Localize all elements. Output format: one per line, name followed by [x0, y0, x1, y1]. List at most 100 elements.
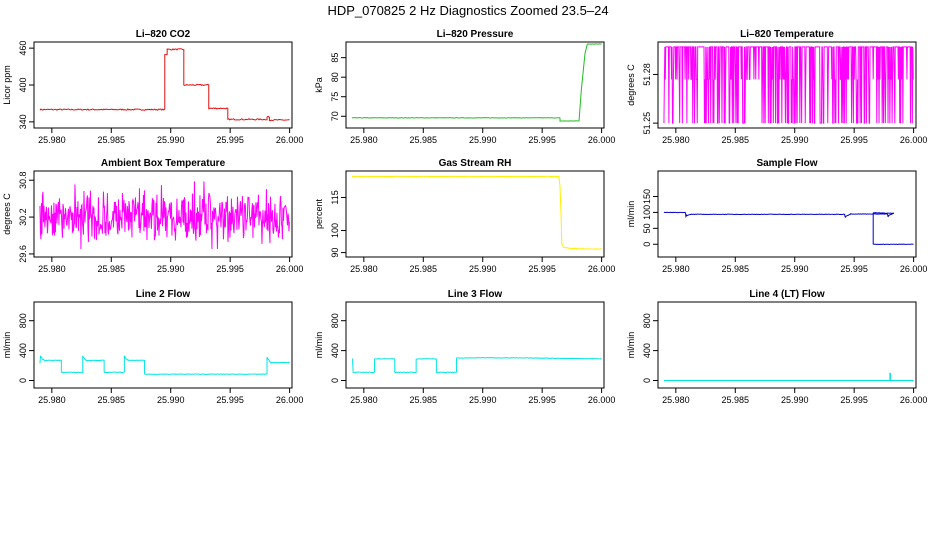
y-axis-label: ml/min [2, 332, 12, 359]
panel-title: Li–820 CO2 [136, 29, 191, 40]
y-tick-label: 90 [330, 248, 340, 258]
y-tick-label: 400 [18, 343, 28, 358]
x-tick-label: 25.980 [38, 135, 66, 145]
x-tick-label: 25.985 [98, 264, 126, 274]
y-tick-label: 400 [330, 343, 340, 358]
x-tick-label: 25.990 [469, 264, 497, 274]
series-line [351, 43, 602, 122]
plot-frame [345, 170, 605, 258]
y-tick-label: 400 [642, 343, 652, 358]
y-tick-label: 30.8 [18, 171, 28, 189]
y-tick-label: 100 [330, 223, 340, 238]
x-tick-label: 26.000 [588, 135, 616, 145]
series-line [39, 181, 290, 250]
y-tick-label: 800 [642, 313, 652, 328]
x-tick-label: 25.985 [410, 264, 438, 274]
x-tick-label: 26.000 [588, 395, 616, 405]
y-tick-label: 400 [18, 77, 28, 92]
plot-frame [657, 170, 917, 258]
x-tick-label: 25.985 [410, 395, 438, 405]
x-tick-label: 25.995 [840, 264, 868, 274]
x-tick-label: 25.995 [528, 135, 556, 145]
chart-panel: Line 4 (LT) Flow 25.980 25.985 25.990 25.995… [626, 289, 927, 405]
chart-panel: Gas Stream RH 25.980 25.985 25.990 25.995 26.… [314, 158, 615, 274]
chart-panel: Sample Flow 25.980 25.985 25.990 25.995 26.00… [626, 158, 927, 274]
plot-frame [33, 301, 293, 389]
x-tick-label: 25.980 [350, 395, 378, 405]
x-tick-label: 25.985 [98, 395, 126, 405]
x-tick-label: 25.995 [840, 395, 868, 405]
y-tick-label: 70 [330, 111, 340, 121]
y-tick-label: 150 [642, 189, 652, 204]
y-axis-label: Licor ppm [2, 65, 12, 105]
chart-panel: Ambient Box Temperature 25.980 25.985 25.99… [2, 158, 303, 274]
chart-panel: Li–820 CO2 25.980 25.985 25.990 25.995 26.000… [2, 29, 303, 145]
x-tick-label: 25.990 [781, 395, 809, 405]
y-tick-label: 85 [330, 53, 340, 63]
y-axis-label: kPa [314, 77, 324, 93]
x-tick-label: 25.985 [410, 135, 438, 145]
series-line [663, 372, 914, 382]
y-tick-label: 460 [18, 41, 28, 56]
x-tick-label: 26.000 [900, 395, 928, 405]
x-tick-label: 26.000 [900, 135, 928, 145]
x-tick-label: 26.000 [276, 264, 304, 274]
x-tick-label: 25.985 [722, 395, 750, 405]
x-tick-label: 25.980 [350, 264, 378, 274]
panel-title: Line 3 Flow [448, 289, 503, 300]
x-tick-label: 26.000 [276, 135, 304, 145]
x-tick-label: 25.995 [216, 395, 244, 405]
x-tick-label: 25.980 [350, 135, 378, 145]
y-axis-label: percent [314, 198, 324, 229]
y-tick-label: 100 [642, 205, 652, 220]
panel-title: Sample Flow [756, 158, 817, 169]
chart-panel: Line 3 Flow 25.980 25.985 25.990 25.995 26.00… [314, 289, 615, 405]
y-tick-label: 800 [18, 313, 28, 328]
plot-frame [657, 301, 917, 389]
plot-frame [657, 41, 917, 129]
y-tick-label: 0 [642, 378, 652, 383]
series-line [39, 48, 290, 122]
panel-title: Li–820 Temperature [740, 29, 834, 40]
x-tick-label: 25.980 [38, 395, 66, 405]
panel-title: Ambient Box Temperature [101, 158, 226, 169]
y-tick-label: 51.28 [642, 63, 652, 86]
x-tick-label: 25.990 [469, 135, 497, 145]
x-tick-label: 25.980 [38, 264, 66, 274]
x-tick-label: 25.995 [216, 264, 244, 274]
y-tick-label: 0 [18, 378, 28, 383]
chart-panel: Li–820 Pressure 25.980 25.985 25.990 25.995 2… [314, 29, 615, 145]
figure-title: HDP_070825 2 Hz Diagnostics Zoomed 23.5–… [327, 3, 608, 18]
panel-title: Li–820 Pressure [437, 29, 514, 40]
x-tick-label: 25.980 [662, 135, 690, 145]
x-tick-label: 25.985 [722, 264, 750, 274]
x-tick-label: 25.990 [781, 135, 809, 145]
x-tick-label: 25.995 [840, 135, 868, 145]
y-axis-label: ml/min [314, 332, 324, 359]
x-tick-label: 25.990 [157, 395, 185, 405]
chart-panel: Line 2 Flow 25.980 25.985 25.990 25.995 26.00… [2, 289, 303, 405]
x-tick-label: 25.990 [781, 264, 809, 274]
series-line [351, 175, 602, 250]
x-tick-label: 25.985 [98, 135, 126, 145]
series-line [663, 46, 914, 124]
x-tick-label: 25.980 [662, 264, 690, 274]
y-tick-label: 800 [330, 313, 340, 328]
panel-title: Gas Stream RH [439, 158, 512, 169]
plot-frame [345, 301, 605, 389]
plot-frame [33, 170, 293, 258]
x-tick-label: 25.995 [528, 395, 556, 405]
y-tick-label: 340 [18, 114, 28, 129]
y-axis-label: degrees C [2, 193, 12, 235]
y-tick-label: 115 [330, 190, 340, 204]
y-tick-label: 30.2 [18, 208, 28, 226]
x-tick-label: 25.995 [528, 264, 556, 274]
x-tick-label: 25.990 [157, 264, 185, 274]
y-tick-label: 75 [330, 92, 340, 102]
plot-frame [33, 41, 293, 129]
series-line [663, 211, 914, 245]
x-tick-label: 26.000 [900, 264, 928, 274]
panels: Li–820 CO2 25.980 25.985 25.990 25.995 26.000… [2, 29, 927, 405]
x-tick-label: 26.000 [276, 395, 304, 405]
y-axis-label: degrees C [626, 64, 636, 106]
